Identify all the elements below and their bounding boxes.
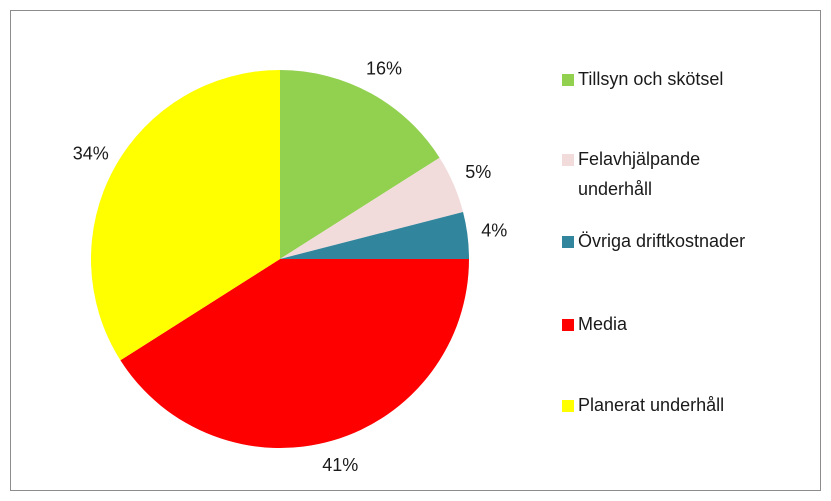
legend-label: Övriga driftkostnader — [578, 231, 745, 251]
legend-swatch — [562, 400, 574, 412]
legend-label: Tillsyn och skötsel — [578, 69, 723, 89]
legend-label: Felavhjälpande underhåll — [578, 149, 700, 199]
pie-slice — [280, 157, 464, 259]
pie-slice — [90, 70, 280, 361]
legend-swatch — [562, 154, 574, 166]
legend-label: Media — [578, 314, 628, 334]
pie-slice — [280, 70, 440, 259]
data-label: 5% — [465, 162, 491, 182]
legend-swatch — [562, 74, 574, 86]
legend-swatch — [562, 236, 574, 248]
pie-slice — [280, 211, 469, 259]
data-label: 41% — [322, 455, 358, 475]
data-label: 16% — [366, 58, 402, 78]
data-label: 34% — [73, 144, 109, 164]
legend-label: Planerat underhåll — [578, 395, 724, 415]
pie-slice — [120, 259, 469, 448]
legend-swatch — [562, 319, 574, 331]
data-label: 4% — [481, 221, 507, 241]
